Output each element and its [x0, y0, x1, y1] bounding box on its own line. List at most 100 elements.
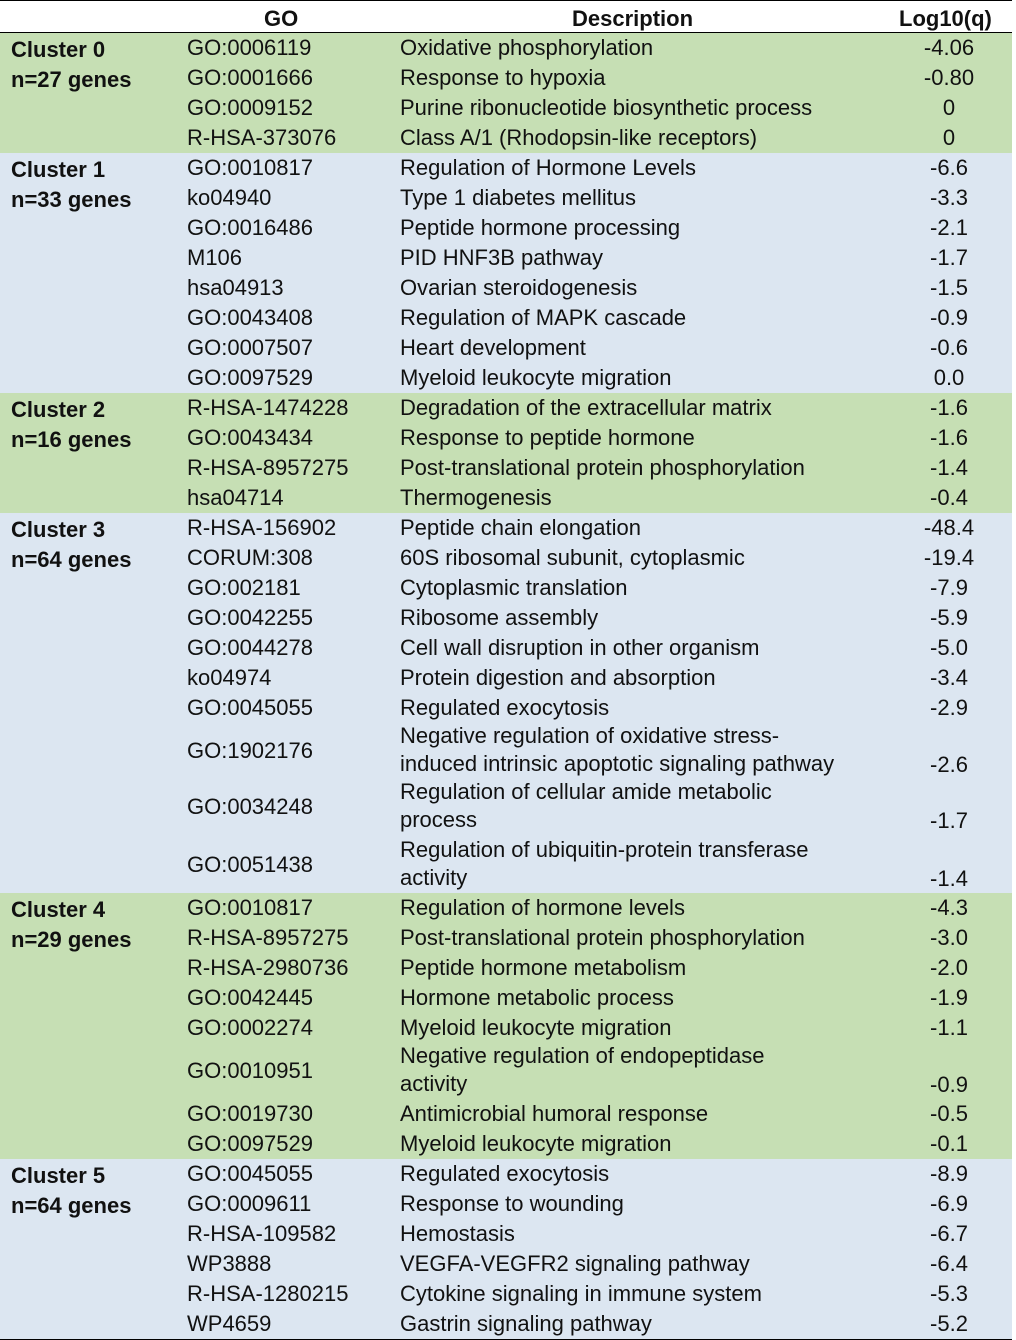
- term-description: Peptide hormone processing: [400, 215, 681, 240]
- term-description: PID HNF3B pathway: [400, 245, 603, 270]
- table-row: GO:0009152 Purine ribonucleotide biosynth…: [0, 93, 1012, 123]
- table-row: R-HSA-1474228 Degradation of the extracel…: [0, 393, 1012, 423]
- term-description: Hemostasis: [400, 1221, 515, 1246]
- term-description: Myeloid leukocyte migration: [400, 1015, 672, 1040]
- log10q-value: -6.4: [930, 1251, 968, 1276]
- log10q-value: -48.4: [923, 515, 975, 540]
- go-term-id: GO:0010951: [187, 1058, 313, 1083]
- log10q-value: -4.06: [923, 35, 975, 60]
- log10q-value: -3.0: [930, 925, 968, 950]
- table-row: GO:0045055 Regulated exocytosis -8.9: [0, 1159, 1012, 1189]
- go-term-id: GO:0042445: [187, 985, 313, 1010]
- table-row: GO:0042445 Hormone metabolic process -1.9: [0, 983, 1012, 1013]
- table-row: GO:0001666 Response to hypoxia -0.80: [0, 63, 1012, 93]
- term-description: Protein digestion and absorption: [400, 665, 716, 690]
- table-row: R-HSA-373076 Class A/1 (Rhodopsin-like re…: [0, 123, 1012, 153]
- table-row: GO:0007507 Heart development -0.6: [0, 333, 1012, 363]
- cluster-label: Cluster 0 n=27 genes: [11, 35, 131, 95]
- go-term-id: WP3888: [187, 1251, 272, 1276]
- go-term-id: GO:0016486: [187, 215, 313, 240]
- log10q-value: -0.9: [930, 1072, 968, 1097]
- go-term-id: GO:0034248: [187, 794, 313, 819]
- cluster-label: Cluster 5 n=64 genes: [11, 1161, 131, 1221]
- go-term-id: GO:0009611: [187, 1191, 312, 1216]
- term-description: Cell wall disruption in other organism: [400, 635, 760, 660]
- go-term-id: GO:0043408: [187, 305, 313, 330]
- term-description-line2: induced intrinsic apoptotic signaling pa…: [400, 751, 835, 776]
- table-row: R-HSA-109582 Hemostasis -6.7: [0, 1219, 1012, 1249]
- log10q-value: -0.6: [930, 335, 968, 360]
- term-description: Gastrin signaling pathway: [400, 1311, 652, 1336]
- go-term-id: GO:0006119: [187, 35, 312, 60]
- go-term-id: GO:0007507: [187, 335, 313, 360]
- term-description: Regulation of hormone levels: [400, 895, 685, 920]
- log10q-value: -2.6: [930, 752, 968, 777]
- log10q-value: -1.5: [930, 275, 968, 300]
- table-row: R-HSA-8957275 Post-translational protein …: [0, 923, 1012, 953]
- term-description: Regulated exocytosis: [400, 695, 610, 720]
- term-description: Regulated exocytosis: [400, 1161, 610, 1186]
- log10q-value: -1.9: [930, 985, 968, 1010]
- table-row: WP3888 VEGFA-VEGFR2 signaling pathway -6.4: [0, 1249, 1012, 1279]
- log10q-value: -4.3: [930, 895, 968, 920]
- table-row: GO:0010817 Regulation of Hormone Levels -6…: [0, 153, 1012, 183]
- log10q-value: -0.9: [930, 305, 968, 330]
- log10q-value: -2.1: [930, 215, 968, 240]
- table-row: hsa04913 Ovarian steroidogenesis -1.5: [0, 273, 1012, 303]
- term-description: Degradation of the extracellular matrix: [400, 395, 772, 420]
- term-description: Cytokine signaling in immune system: [400, 1281, 762, 1306]
- table-row: GO:0043408 Regulation of MAPK cascade -0.9: [0, 303, 1012, 333]
- table-row: GO:0016486 Peptide hormone processing -2.1: [0, 213, 1012, 243]
- term-description: Oxidative phosphorylation: [400, 35, 654, 60]
- term-description: Class A/1 (Rhodopsin-like receptors): [400, 125, 758, 150]
- log10q-value: -5.9: [930, 605, 968, 630]
- log10q-value: -0.5: [930, 1101, 968, 1126]
- table-row: CORUM:308 60S ribosomal subunit, cytoplas…: [0, 543, 1012, 573]
- table-row: GO:0097529 Myeloid leukocyte migration -0.…: [0, 1129, 1012, 1159]
- go-term-id: R-HSA-109582: [187, 1221, 337, 1246]
- log10q-value: -3.3: [930, 185, 968, 210]
- log10q-value: -7.9: [930, 575, 968, 600]
- cluster-gene-count: n=64 genes: [11, 547, 132, 572]
- cluster-name: Cluster 5: [11, 1163, 106, 1188]
- cluster-label: Cluster 4 n=29 genes: [11, 895, 131, 955]
- term-description: Response to peptide hormone: [400, 425, 695, 450]
- go-term-id: R-HSA-2980736: [187, 955, 349, 980]
- cluster-name: Cluster 4: [11, 897, 106, 922]
- table-row: GO:0097529 Myeloid leukocyte migration 0.0: [0, 363, 1012, 393]
- table-row: GO:1902176 Negative regulation of oxidati…: [0, 723, 1012, 779]
- cluster-block: Cluster 5 n=64 genes GO:0045055 Regulated e…: [0, 1159, 1012, 1339]
- header-log10q: Log10(q): [899, 6, 992, 31]
- cluster-name: Cluster 0: [11, 37, 106, 62]
- go-term-id: hsa04714: [187, 485, 284, 510]
- log10q-value: -2.0: [930, 955, 968, 980]
- term-description: Purine ribonucleotide biosynthetic proce…: [400, 95, 813, 120]
- term-description: Negative regulation of endopeptidase acti…: [400, 1042, 890, 1098]
- table-row: ko04940 Type 1 diabetes mellitus -3.3: [0, 183, 1012, 213]
- log10q-value: -6.7: [930, 1221, 968, 1246]
- table-row: GO:0002274 Myeloid leukocyte migration -1.…: [0, 1013, 1012, 1043]
- go-term-id: GO:1902176: [187, 738, 313, 763]
- cluster-name: Cluster 3: [11, 517, 106, 542]
- log10q-value: -5.2: [930, 1311, 968, 1336]
- log10q-value: -1.7: [930, 808, 968, 833]
- log10q-value: -0.1: [930, 1131, 968, 1156]
- term-description: Myeloid leukocyte migration: [400, 365, 672, 390]
- table-row: GO:0010951 Negative regulation of endopep…: [0, 1043, 1012, 1099]
- cluster-gene-count: n=27 genes: [11, 67, 132, 92]
- term-description: Negative regulation of oxidative stress-…: [400, 722, 890, 778]
- term-description: Post-translational protein phosphorylati…: [400, 455, 805, 480]
- go-term-id: GO:0051438: [187, 852, 313, 877]
- go-term-id: GO:0009152: [187, 95, 313, 120]
- table-row: M106 PID HNF3B pathway -1.7: [0, 243, 1012, 273]
- table-row: GO:0034248 Regulation of cellular amide m…: [0, 779, 1012, 837]
- table-row: GO:0010817 Regulation of hormone levels -4…: [0, 893, 1012, 923]
- go-term-id: ko04974: [187, 665, 272, 690]
- term-description: Peptide hormone metabolism: [400, 955, 687, 980]
- table-row: GO:0045055 Regulated exocytosis -2.9: [0, 693, 1012, 723]
- log10q-value: -1.6: [930, 425, 968, 450]
- cluster-block: Cluster 3 n=64 genes R-HSA-156902 Peptide c…: [0, 513, 1012, 893]
- log10q-value: -0.4: [930, 485, 968, 510]
- term-description: Ovarian steroidogenesis: [400, 275, 638, 300]
